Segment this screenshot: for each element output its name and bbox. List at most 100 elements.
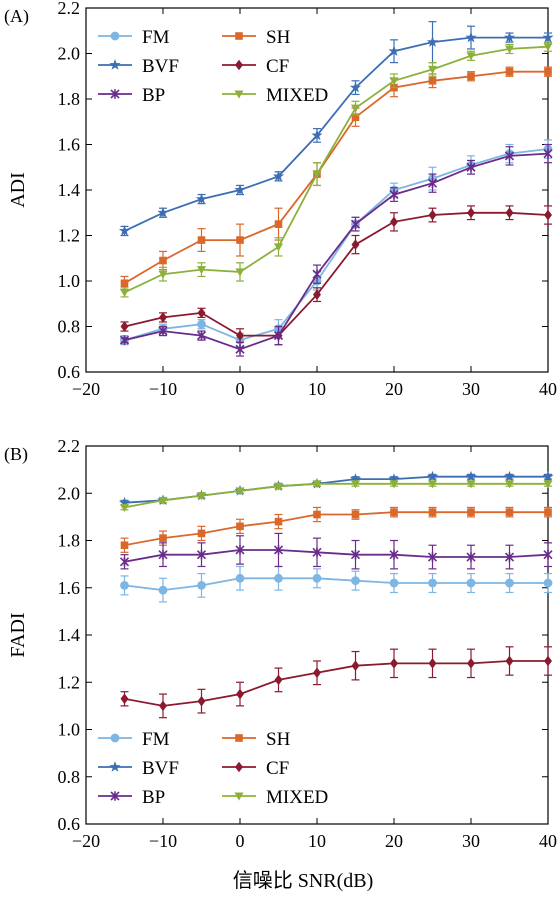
data-point xyxy=(426,470,439,482)
data-point xyxy=(350,480,361,489)
data-point xyxy=(311,129,323,141)
legend-label: CF xyxy=(266,758,289,779)
data-point xyxy=(120,693,129,705)
data-point xyxy=(273,545,284,555)
x-tick-label: −10 xyxy=(149,831,177,851)
data-point xyxy=(158,326,168,336)
data-point xyxy=(505,578,514,588)
data-point xyxy=(235,268,245,277)
data-point xyxy=(159,256,167,265)
data-point xyxy=(273,482,284,491)
data-point xyxy=(157,206,169,218)
data-point xyxy=(273,243,284,252)
y-tick-label: 2.2 xyxy=(58,436,81,456)
x-tick-label: −20 xyxy=(72,379,100,399)
data-point xyxy=(197,319,206,329)
data-point xyxy=(505,508,514,516)
data-point xyxy=(465,31,477,43)
data-point xyxy=(158,585,168,595)
x-tick-label: 30 xyxy=(462,379,480,399)
data-point xyxy=(544,508,552,516)
data-point xyxy=(389,480,399,489)
data-point xyxy=(428,508,437,516)
data-point xyxy=(351,239,360,250)
data-point xyxy=(312,547,322,558)
legend-label: BP xyxy=(142,787,165,808)
legend-item-mixed: MIXED xyxy=(222,85,328,106)
x-tick-label: −10 xyxy=(149,379,177,399)
data-point xyxy=(543,43,553,52)
data-point xyxy=(350,549,361,560)
series-cf xyxy=(120,205,552,346)
data-point xyxy=(542,31,554,43)
data-point xyxy=(274,517,283,526)
legend-marker xyxy=(110,31,120,41)
series-bvf xyxy=(118,21,554,237)
series-sh xyxy=(120,506,552,553)
legend-item-fm: FM xyxy=(98,27,170,48)
data-point xyxy=(313,510,321,519)
data-point xyxy=(350,219,361,229)
data-point xyxy=(467,72,475,81)
series-sh xyxy=(120,66,552,291)
legend-label: BVF xyxy=(142,56,179,77)
data-point xyxy=(120,279,129,288)
x-tick-label: 0 xyxy=(236,831,245,851)
data-point xyxy=(158,270,168,279)
data-point xyxy=(197,695,206,707)
data-point xyxy=(504,480,515,489)
data-point xyxy=(235,487,245,496)
data-point xyxy=(312,573,322,583)
legend-marker xyxy=(235,32,243,40)
legend-label: FM xyxy=(142,729,170,750)
data-point xyxy=(505,207,514,219)
series-bp xyxy=(119,532,553,570)
y-tick-label: 1.6 xyxy=(58,135,81,155)
data-point xyxy=(196,549,207,560)
data-point xyxy=(196,266,207,275)
y-tick-label: 2.2 xyxy=(58,0,81,18)
series-line xyxy=(124,511,548,547)
data-point xyxy=(120,541,129,550)
series-line xyxy=(124,660,548,707)
data-point xyxy=(504,151,515,161)
series-line xyxy=(124,152,549,351)
legend-marker xyxy=(110,733,120,743)
legend-marker xyxy=(110,89,120,99)
x-tick-label: 0 xyxy=(236,379,245,399)
data-point xyxy=(543,549,553,560)
legend-item-cf: CF xyxy=(222,758,289,779)
series-line xyxy=(124,148,549,342)
data-point xyxy=(195,193,208,204)
legend-marker xyxy=(235,734,243,742)
data-point xyxy=(119,503,130,513)
legend-marker xyxy=(235,59,243,71)
data-point xyxy=(388,45,400,57)
data-point xyxy=(273,330,284,341)
data-point xyxy=(466,578,476,588)
y-axis-label: FADI xyxy=(7,612,29,657)
x-tick-label: 10 xyxy=(308,379,326,399)
legend-label: MIXED xyxy=(266,787,328,808)
y-axis-label: ADI xyxy=(7,172,29,208)
data-point xyxy=(119,288,130,297)
data-point xyxy=(467,207,475,219)
x-axis-label: 信噪比 SNR(dB) xyxy=(233,869,374,892)
data-point xyxy=(159,312,167,323)
data-point xyxy=(543,480,553,489)
data-point xyxy=(389,549,399,560)
legend-item-sh: SH xyxy=(222,27,291,48)
series-line xyxy=(124,549,549,563)
x-tick-label: 20 xyxy=(385,831,403,851)
y-tick-label: 1.0 xyxy=(58,271,81,291)
data-point xyxy=(234,184,246,195)
data-point xyxy=(313,289,321,300)
legend-marker xyxy=(234,90,244,99)
y-tick-label: 0.6 xyxy=(58,362,81,382)
data-point xyxy=(120,580,129,590)
data-point xyxy=(159,700,167,712)
data-point xyxy=(274,220,283,228)
data-point xyxy=(544,209,552,221)
x-tick-label: 40 xyxy=(539,379,557,399)
